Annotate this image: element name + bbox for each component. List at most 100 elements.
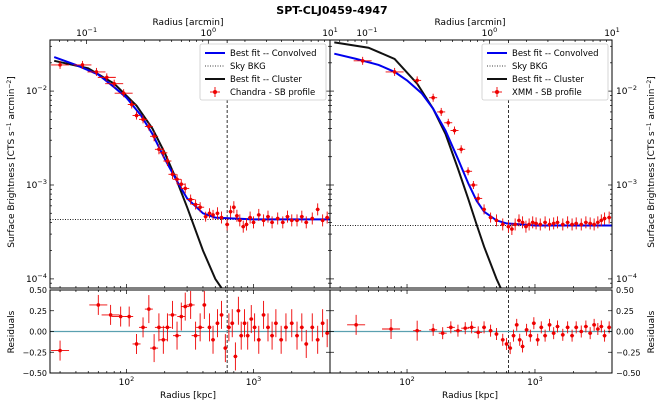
xmm-residuals-data-point <box>574 321 579 334</box>
xmm-residuals-data-point <box>588 327 593 340</box>
chandra-sb-data-point <box>280 216 285 229</box>
chandra-sb-data-point <box>191 199 200 210</box>
chandra-sb-data-point <box>73 60 92 69</box>
xmm-residuals-x-tick-label: 103 <box>527 375 543 388</box>
xmm-sb-data-point <box>534 217 539 230</box>
chandra-sb-data-point <box>325 211 330 224</box>
right-y-label-mid: arcmin <box>647 89 657 123</box>
xmm-sb-legend-entry: Best fit -- Convolved <box>487 49 599 59</box>
chandra-sb-data-point <box>228 205 233 218</box>
chandra-residuals-data-point <box>207 313 212 342</box>
right-y-label-sup1: −1 <box>646 122 653 131</box>
chandra-sb-data-point <box>132 111 141 120</box>
xmm-sb-data-point <box>538 218 543 231</box>
chandra-sb-data-point <box>248 211 253 224</box>
xmm-residuals-data-point <box>500 333 505 346</box>
xmm-residuals-data-point <box>429 323 438 336</box>
xmm-residuals-data-point <box>474 326 483 339</box>
left-y-label-part1: Surface Brightness [CTS s <box>7 131 17 248</box>
xmm-sb-data-point <box>516 214 521 227</box>
chandra-residuals-y-tick-label: −0.25 <box>22 348 47 357</box>
right-y-axis-label: Surface Brightness [CTS s−1 arcmin−2] <box>646 76 657 248</box>
chandra-residuals-data-point <box>230 309 235 338</box>
xmm-residuals-data-point <box>413 320 422 341</box>
chandra-sb-data-point <box>144 122 153 131</box>
xmm-sb-data-point <box>570 218 575 231</box>
chandra-residuals-data-point <box>215 309 220 338</box>
chandra-sb-y-tick-label: 10−4 <box>26 272 47 285</box>
svg-text:XMM - SB profile: XMM - SB profile <box>512 88 582 98</box>
xmm-sb-data-point <box>457 145 466 154</box>
xmm-sb-plot-area <box>330 40 612 288</box>
xmm-sb-legend-entry: Best fit -- Cluster <box>487 75 584 85</box>
svg-text:Best fit -- Cluster: Best fit -- Cluster <box>230 75 302 85</box>
chandra-residuals-data-point <box>283 313 288 342</box>
xmm-sb-y-tick-label: 10−4 <box>616 272 637 285</box>
chandra-sb-data-point <box>173 174 182 185</box>
right-y-label-end: ] <box>647 76 657 80</box>
chandra-sb-data-point <box>139 115 148 124</box>
chandra-sb-cluster-curve <box>53 59 223 288</box>
xmm-residuals-data-point <box>579 325 584 338</box>
chandra-sb-data-point <box>244 218 249 231</box>
chandra-residuals-data-point <box>295 321 300 350</box>
chandra-residuals-data-point <box>226 313 231 342</box>
xmm-residuals-data-point <box>514 318 519 331</box>
xmm-residuals-y-tick-label: 0.25 <box>616 307 634 316</box>
svg-text:Best fit -- Convolved: Best fit -- Convolved <box>230 49 317 59</box>
chandra-sb-data-point <box>256 208 261 221</box>
xmm-residuals-data-point <box>602 329 607 342</box>
chandra-sb-convolved-curve <box>53 56 330 221</box>
xmm-sb-data-point <box>464 167 473 176</box>
xmm-sb-legend: Best fit -- Convolved Sky BKG Best fit -- … <box>481 43 609 101</box>
xmm-sb-y-tick-label: 10−2 <box>616 84 637 97</box>
left-y-label-sup1: −1 <box>6 122 13 131</box>
xmm-residuals-data-point <box>520 340 525 353</box>
chandra-sb-data-point <box>270 216 275 229</box>
chandra-residuals-data-point <box>125 306 134 327</box>
xmm-sb-top-tick-label: 100 <box>482 26 498 39</box>
top-axis-label-left: Radius [arcmin] <box>153 18 224 28</box>
chandra-sb-data-point <box>265 210 270 223</box>
chandra-residuals-data-point <box>132 333 141 354</box>
xmm-residuals-data-point <box>511 329 516 342</box>
chandra-residuals-data-point <box>168 300 177 329</box>
xmm-sb-data-point <box>353 56 372 65</box>
chandra-sb-data-point <box>211 209 216 220</box>
chandra-residuals-data-point <box>242 309 247 338</box>
chandra-sb-data-point <box>51 60 70 69</box>
chandra-residuals-data-point <box>279 325 284 354</box>
xmm-sb-data-point <box>588 217 593 230</box>
right-y-label-sup2: −2 <box>646 80 653 89</box>
xmm-residuals-data-point <box>535 333 540 346</box>
xmm-sb-top-tick-label: 10−1 <box>356 26 377 39</box>
chandra-sb-data-point <box>310 212 315 225</box>
xmm-sb-frame <box>329 39 613 289</box>
chandra-sb-data-point <box>304 216 309 229</box>
figure-title: SPT-CLJ0459-4947 <box>276 4 387 17</box>
chandra-sb-data-point <box>261 214 266 227</box>
chandra-sb-data-point <box>219 211 224 224</box>
chandra-residuals-data-point <box>219 300 224 329</box>
chandra-sb-data-point <box>196 202 205 213</box>
chandra-residuals-data-point <box>325 319 330 348</box>
chandra-residuals-data-point <box>163 313 172 342</box>
xmm-residuals-data-point <box>517 333 522 346</box>
chandra-sb-data-point <box>289 214 294 227</box>
svg-text:Best fit -- Convolved: Best fit -- Convolved <box>512 49 599 59</box>
svg-text:Best fit -- Cluster: Best fit -- Cluster <box>512 75 584 85</box>
xmm-sb-data-point <box>494 214 499 227</box>
chandra-residuals-data-point <box>299 313 304 342</box>
chandra-sb-data-point <box>225 218 230 231</box>
xmm-residuals-data-point <box>592 318 597 331</box>
chandra-sb-data-point <box>154 144 163 155</box>
chandra-residuals-data-point <box>289 309 294 338</box>
xmm-sb-data-point <box>602 212 607 225</box>
chandra-residuals-data-point <box>177 302 186 331</box>
xmm-residuals-data-point <box>347 314 366 335</box>
xmm-sb-data-point <box>565 216 570 229</box>
chandra-residuals-data-point <box>265 313 270 342</box>
xmm-sb-data-point <box>547 218 552 231</box>
chandra-sb-data-point <box>320 214 325 227</box>
